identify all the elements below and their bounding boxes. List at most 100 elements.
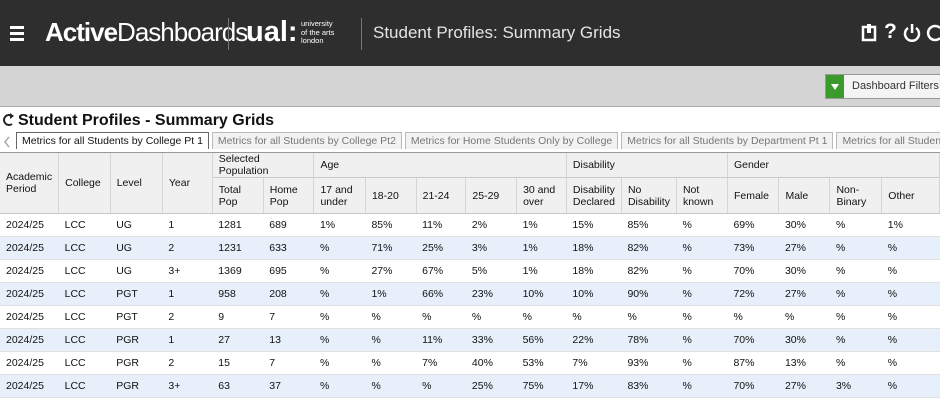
cell: LCC — [58, 328, 111, 352]
cell: % — [881, 236, 940, 260]
cell: 25% — [465, 374, 517, 398]
export-icon[interactable] — [861, 24, 877, 42]
cell: PGT — [110, 305, 163, 329]
cell: 70% — [727, 259, 779, 283]
cell: PGR — [110, 328, 163, 352]
cell: 87% — [727, 351, 779, 375]
column-header[interactable]: Total Pop — [212, 177, 264, 214]
cell: 689 — [263, 213, 314, 237]
cell: 2024/25 — [0, 236, 59, 260]
column-header[interactable]: 17 and under — [313, 177, 366, 214]
cell: % — [313, 374, 366, 398]
separator — [228, 18, 229, 50]
tab[interactable]: Metrics for all Students by Department P… — [621, 132, 834, 149]
group-header: Age — [313, 153, 567, 178]
cell: 23% — [465, 282, 517, 306]
column-header[interactable]: 21-24 — [416, 177, 467, 214]
cell: % — [676, 351, 728, 375]
cell: 7% — [566, 351, 622, 375]
cell: 7 — [263, 351, 314, 375]
cell: 83% — [621, 374, 677, 398]
cell: % — [313, 305, 366, 329]
cell: 1 — [162, 213, 213, 237]
column-header[interactable]: Level — [110, 153, 163, 214]
cell: % — [881, 374, 940, 398]
cell: PGR — [110, 351, 163, 375]
column-header[interactable]: Not known — [676, 177, 728, 214]
cell: 82% — [621, 236, 677, 260]
cell: 2024/25 — [0, 282, 59, 306]
cell: 1% — [365, 282, 417, 306]
brand: ActiveDashboards — [45, 17, 248, 48]
cell: 25% — [416, 236, 466, 260]
tab-scroll-left[interactable] — [3, 136, 11, 148]
cell: % — [313, 282, 366, 306]
cell: % — [465, 305, 517, 329]
cell: % — [676, 328, 728, 352]
cell: 695 — [263, 259, 314, 283]
cell: % — [566, 305, 622, 329]
tab[interactable]: Metrics for Home Students Only by Colleg… — [404, 132, 619, 149]
cell: % — [365, 374, 417, 398]
cell: 27% — [778, 374, 830, 398]
cell: 30% — [778, 213, 830, 237]
ual-line: of the arts — [301, 27, 335, 37]
cell: 71% — [365, 236, 417, 260]
column-header[interactable]: 18-20 — [365, 177, 417, 214]
cell: 70% — [727, 328, 779, 352]
cell: % — [881, 282, 940, 306]
tab[interactable]: Metrics for all Students by College Pt2 — [211, 132, 402, 149]
column-header[interactable]: Other — [881, 177, 940, 214]
cell: LCC — [58, 236, 111, 260]
column-header[interactable]: No Disability — [621, 177, 677, 214]
column-header[interactable]: College — [58, 153, 111, 214]
cell: 13 — [263, 328, 314, 352]
power-icon[interactable] — [903, 23, 921, 43]
column-header[interactable]: Home Pop — [263, 177, 315, 214]
cell: PGR — [110, 374, 163, 398]
column-header[interactable]: Academic Period — [0, 153, 60, 214]
cell: 2024/25 — [0, 351, 59, 375]
summary-table: Academic Period College Level Year Selected … — [0, 153, 940, 398]
cell: % — [416, 374, 466, 398]
cell: % — [829, 282, 882, 306]
cell: % — [365, 328, 417, 352]
refresh-icon[interactable] — [926, 23, 940, 43]
column-header[interactable]: 25-29 — [465, 177, 518, 214]
column-header[interactable]: Female — [727, 177, 780, 214]
cell: % — [365, 305, 417, 329]
section-refresh-icon[interactable] — [2, 113, 14, 127]
tab[interactable]: Metrics for all Students by College Pt 1 — [16, 132, 209, 149]
cell: 27 — [212, 328, 264, 352]
cell: 2024/25 — [0, 259, 59, 283]
tab[interactable]: Metrics for all Students by Department -… — [836, 132, 940, 149]
cell: LCC — [58, 374, 111, 398]
cell: 82% — [621, 259, 677, 283]
cell: % — [676, 259, 728, 283]
dashboard-filters-button[interactable]: Dashboard Filters — [825, 74, 940, 99]
cell: 1369 — [212, 259, 264, 283]
menu-icon[interactable] — [10, 25, 24, 41]
cell: 7 — [263, 305, 314, 329]
top-bar: ActiveDashboards ual: university of the … — [0, 0, 940, 66]
cell: 18% — [566, 259, 622, 283]
cell: UG — [110, 259, 163, 283]
cell: % — [829, 305, 882, 329]
column-header[interactable]: Male — [778, 177, 831, 214]
column-header[interactable]: Year — [162, 153, 213, 214]
cell: 3+ — [162, 259, 213, 283]
data-row: 2024/25 LCC UG 1 1281 689 1% 85% 11% 2% 1% 15% 85%% 6… — [0, 213, 940, 237]
help-icon[interactable]: ? — [884, 20, 897, 43]
cell: % — [676, 305, 728, 329]
column-header[interactable]: 30 and over — [516, 177, 567, 214]
cell: LCC — [58, 351, 111, 375]
cell: 40% — [465, 351, 517, 375]
cell: 85% — [621, 213, 677, 237]
table-body: 2024/25 LCC UG 1 1281 689 1% 85% 11% 2% 1% 15% 85%% 6… — [0, 213, 940, 398]
cell: LCC — [58, 259, 111, 283]
column-header[interactable]: Non-Binary — [829, 177, 883, 214]
filter-bar: Dashboard Filters — [0, 66, 940, 107]
cell: 10% — [566, 282, 622, 306]
column-header[interactable]: Disability Declared — [566, 177, 622, 214]
cell: % — [829, 351, 882, 375]
